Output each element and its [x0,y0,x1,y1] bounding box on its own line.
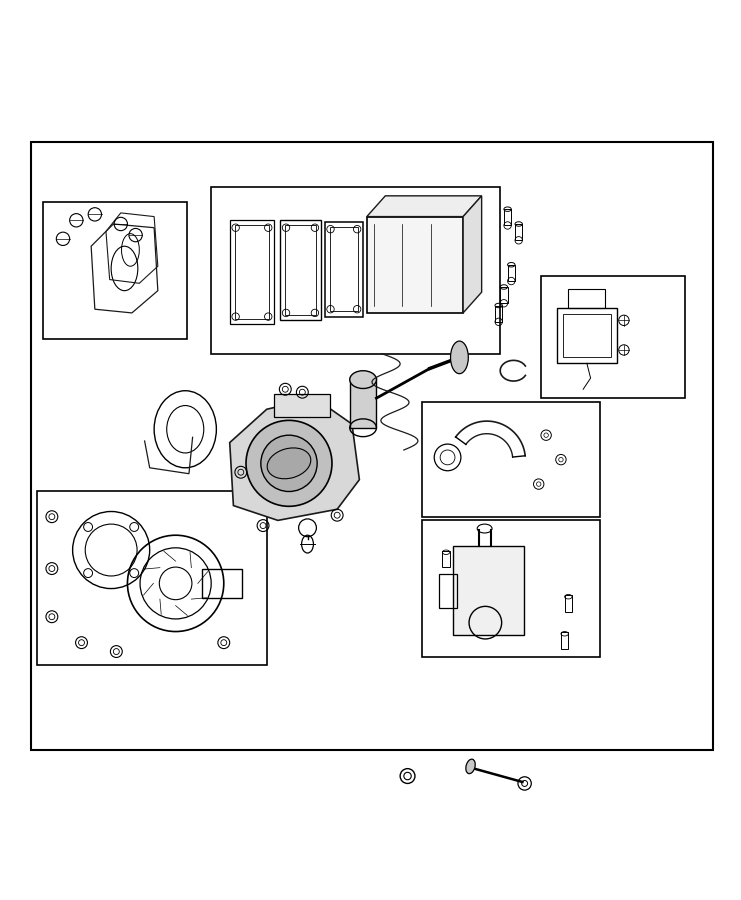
Bar [557,308,617,364]
Bar [439,574,457,608]
Bar [367,217,463,313]
Bar [211,187,500,354]
Bar [31,142,713,750]
Bar [230,220,274,324]
Bar [422,520,600,658]
Bar [515,224,522,240]
Bar [202,569,242,598]
Ellipse shape [451,341,468,374]
Bar [568,289,605,308]
Bar [500,287,508,303]
Bar [541,276,685,398]
Bar [453,546,524,635]
Bar [561,633,568,649]
Bar [235,226,269,319]
Bar [350,377,376,427]
Bar [495,305,502,322]
Bar [43,202,187,339]
Bar [280,220,321,320]
Bar [565,595,572,611]
Bar [325,221,363,317]
Bar [37,491,267,665]
Polygon shape [367,196,482,217]
Bar [274,394,330,417]
Circle shape [246,420,332,507]
Bar [442,551,450,567]
Bar [285,226,316,315]
Polygon shape [463,196,482,313]
Ellipse shape [466,760,475,774]
Bar [504,209,511,226]
Bar [508,265,515,281]
Ellipse shape [268,448,310,479]
Circle shape [261,436,317,491]
Bar [563,314,611,357]
Ellipse shape [350,371,376,389]
Polygon shape [230,398,359,520]
Bar [422,401,600,517]
Bar [330,227,358,311]
